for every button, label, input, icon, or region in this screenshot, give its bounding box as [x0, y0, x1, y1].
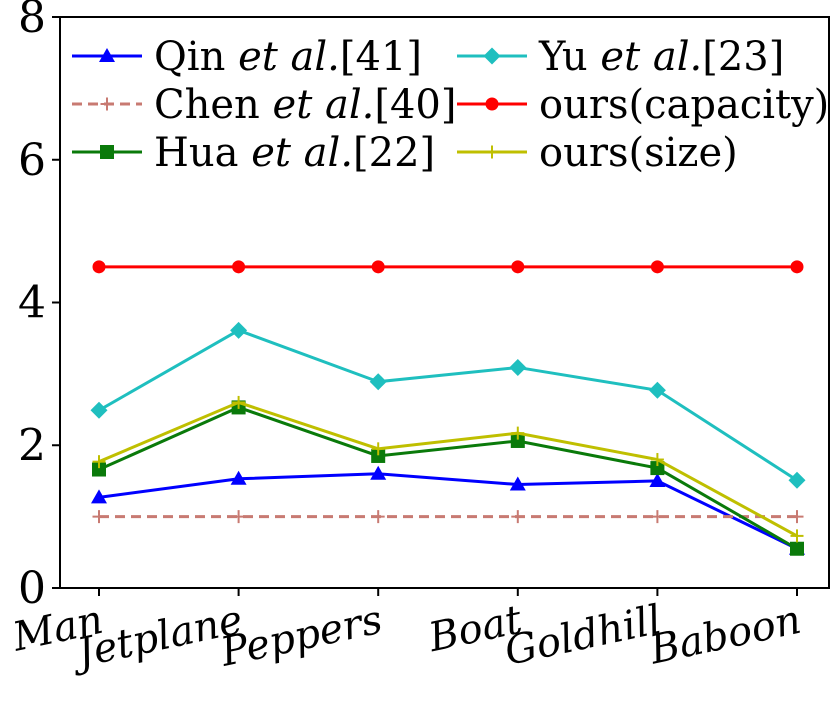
data-point-1-0 [92, 510, 106, 524]
legend-label-4: ours(capacity) [539, 82, 829, 128]
legend-entry-4: ours(capacity) [457, 82, 829, 128]
legend-marker-1 [100, 97, 114, 111]
legend-marker-3 [483, 47, 501, 65]
legend-marker-0 [99, 48, 115, 62]
data-point-4-5 [790, 260, 804, 274]
legend-entry-5: ours(size) [457, 130, 738, 176]
legend-marker-5 [485, 145, 499, 159]
legend-label-0: Qin et al.[41] [154, 34, 422, 80]
data-point-1-1 [232, 510, 246, 524]
data-point-2-2 [371, 448, 386, 463]
legend-entry-0: Qin et al.[41] [72, 34, 422, 80]
legend-marker-4 [485, 97, 499, 111]
data-point-2-5 [790, 541, 804, 556]
y-tick-label-2: 4 [18, 278, 46, 329]
data-point-4-2 [371, 260, 385, 274]
data-point-3-0 [90, 401, 108, 419]
legend-label-2: Hua et al.[22] [154, 130, 435, 176]
data-point-5-3 [511, 426, 525, 440]
data-point-2-0 [92, 462, 106, 477]
legend-entry-3: Yu et al.[23] [457, 34, 784, 80]
data-point-5-2 [371, 442, 385, 456]
series-line-5 [98, 400, 798, 538]
data-point-0-1 [230, 470, 247, 485]
series-line-0 [98, 472, 798, 551]
data-point-4-1 [232, 260, 246, 274]
data-point-1-2 [371, 510, 385, 524]
data-point-0-2 [370, 465, 387, 480]
series-4 [92, 260, 804, 274]
data-point-0-0 [91, 489, 107, 504]
x-tick-label-2: Peppers [216, 597, 386, 676]
chart-marks [90, 260, 806, 556]
legend-label-3: Yu et al.[23] [538, 34, 784, 80]
data-point-0-4 [649, 472, 666, 487]
data-point-4-3 [511, 260, 525, 274]
data-point-1-3 [511, 510, 525, 524]
series-line-3 [98, 328, 798, 482]
legend-label-5: ours(size) [539, 130, 738, 176]
data-point-0-3 [509, 476, 526, 491]
series-0 [91, 465, 805, 555]
data-point-2-4 [650, 461, 665, 476]
legend-marker-2 [100, 145, 114, 159]
data-point-2-3 [510, 433, 525, 448]
series-1 [92, 510, 804, 524]
chart-legend: Qin et al.[41]Chen et al.[40]Hua et al.[… [72, 34, 829, 176]
data-point-3-4 [648, 381, 666, 399]
data-point-5-0 [92, 455, 106, 469]
data-point-3-5 [788, 471, 806, 489]
data-point-5-5 [790, 529, 804, 543]
y-tick-label-4: 8 [18, 0, 46, 43]
legend-entry-2: Hua et al.[22] [72, 130, 435, 176]
data-point-4-4 [650, 260, 664, 274]
data-point-5-1 [232, 395, 246, 409]
series-line-2 [98, 405, 798, 551]
series-3 [90, 321, 806, 489]
data-point-3-3 [509, 358, 527, 376]
data-point-1-5 [790, 510, 804, 524]
y-tick-label-0: 0 [18, 563, 46, 614]
data-point-5-4 [650, 453, 664, 467]
y-tick-label-1: 2 [18, 420, 46, 471]
x-tick-label-4: Goldhill [501, 597, 666, 675]
series-5 [92, 395, 804, 543]
legend-entry-1: Chen et al.[40] [72, 82, 456, 128]
y-tick-label-3: 6 [18, 135, 46, 186]
data-point-3-2 [369, 373, 387, 391]
data-point-3-1 [230, 321, 248, 339]
x-tick-label-5: Baboon [645, 597, 805, 674]
data-point-1-4 [650, 510, 664, 524]
data-point-4-0 [92, 260, 106, 274]
legend-label-1: Chen et al.[40] [154, 82, 456, 128]
